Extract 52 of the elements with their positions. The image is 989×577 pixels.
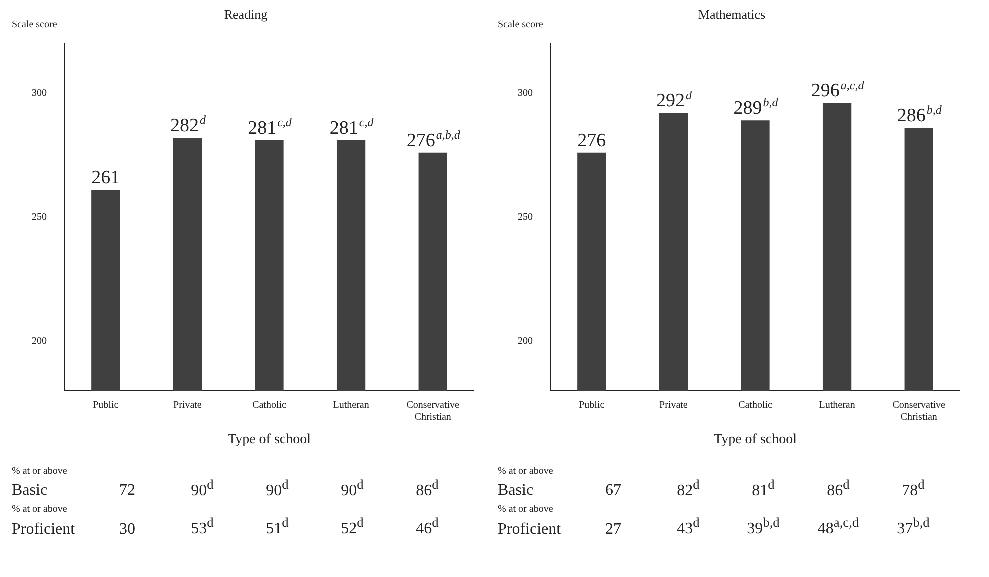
text: % at or above bbox=[497, 504, 554, 516]
x-tick-label: Conservative Christian bbox=[892, 400, 946, 423]
x-tick-label: Public bbox=[579, 400, 606, 411]
text: % at or above bbox=[11, 466, 68, 477]
x-tick-label: Private bbox=[174, 400, 202, 411]
text: 82$^{d}$ bbox=[676, 477, 701, 500]
y-axis-title: Scale score bbox=[12, 20, 58, 31]
x-tick-label: Public bbox=[93, 400, 120, 411]
data-label: 261 bbox=[92, 168, 120, 189]
text: 51$^{d}$ bbox=[265, 515, 290, 539]
chart-title: Mathematics bbox=[698, 7, 766, 22]
y-tick-label: 250 bbox=[518, 212, 533, 224]
chart-title: Reading bbox=[224, 7, 268, 22]
text: 27 bbox=[604, 520, 622, 539]
x-axis-title: Type of school bbox=[714, 432, 798, 448]
text: 37$^{b,d}$ bbox=[896, 515, 931, 539]
y-tick-label: 300 bbox=[518, 88, 533, 99]
text: 86$^{d}$ bbox=[826, 477, 851, 500]
text: Basic bbox=[11, 482, 49, 500]
text: 30 bbox=[118, 520, 136, 539]
text: Basic bbox=[497, 482, 535, 500]
text: 53$^{d}$ bbox=[190, 515, 215, 539]
text: 90$^{d}$ bbox=[190, 477, 215, 500]
x-tick-label: Catholic bbox=[252, 400, 287, 411]
x-tick-label: Lutheran bbox=[333, 400, 370, 411]
x-tick-label: Catholic bbox=[738, 400, 773, 411]
text: Proficient bbox=[497, 520, 562, 539]
text: 86$^{d}$ bbox=[415, 477, 440, 500]
data-label: 276 bbox=[578, 130, 606, 152]
text: 90$^{d}$ bbox=[340, 477, 365, 500]
text: 46$^{d}$ bbox=[415, 515, 440, 539]
y-axis-title: Scale score bbox=[498, 20, 544, 31]
y-tick-label: 200 bbox=[518, 336, 533, 348]
text: 52$^{d}$ bbox=[340, 515, 365, 539]
text: 78$^{d}$ bbox=[901, 477, 926, 500]
text: Proficient bbox=[11, 520, 76, 539]
text: 90$^{d}$ bbox=[265, 477, 290, 500]
text: 48$^{a,c,d}$ bbox=[816, 515, 860, 539]
x-tick-label: Private bbox=[660, 400, 688, 411]
x-tick-label: Conservative Christian bbox=[406, 400, 460, 423]
text: % at or above bbox=[497, 466, 554, 477]
x-axis-title: Type of school bbox=[228, 432, 312, 448]
text: 72 bbox=[118, 482, 136, 500]
text: 67 bbox=[604, 482, 622, 500]
text: 81$^{d}$ bbox=[751, 477, 776, 500]
x-tick-label: Lutheran bbox=[819, 400, 856, 411]
text: 43$^{d}$ bbox=[676, 515, 701, 539]
y-tick-label: 300 bbox=[32, 88, 47, 99]
y-tick-label: 250 bbox=[32, 212, 47, 224]
text: 39$^{b,d}$ bbox=[746, 515, 781, 539]
y-tick-label: 200 bbox=[32, 336, 47, 348]
text: % at or above bbox=[11, 504, 68, 516]
